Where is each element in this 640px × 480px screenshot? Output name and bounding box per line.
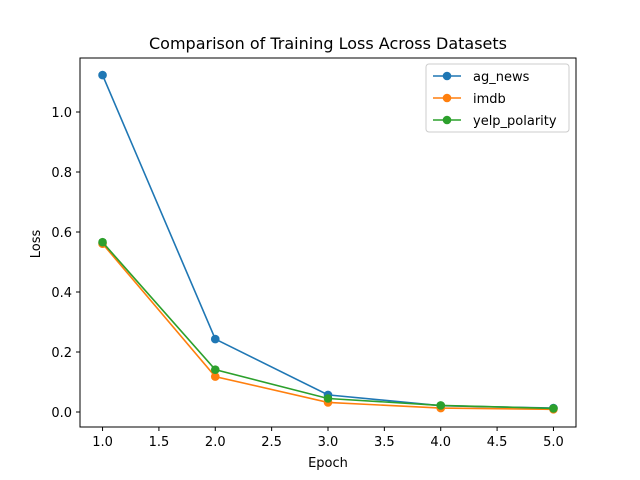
legend-marker-yelp-polarity [442, 115, 452, 125]
data-point-yelp-polarity [549, 404, 558, 413]
data-point-yelp-polarity [98, 237, 107, 247]
x-axis-label: Epoch [308, 456, 348, 471]
data-point-ag-news [98, 70, 107, 80]
y-tick-label: 0.8 [51, 166, 72, 181]
y-tick-label: 0.4 [51, 286, 72, 301]
y-axis-label: Loss [29, 230, 44, 259]
legend-box [425, 63, 570, 133]
y-tick-label: 1.0 [51, 106, 72, 121]
legend-label-ag-news: ag_news [473, 70, 530, 85]
x-tick-label: 3.0 [318, 435, 339, 450]
y-tick-label: 0.0 [51, 406, 72, 421]
y-tick-label: 0.6 [51, 226, 72, 241]
y-tick-label: 0.2 [51, 346, 72, 361]
chart-title: Comparison of Training Loss Across Datas… [149, 34, 507, 53]
x-tick-label: 5.0 [543, 435, 564, 450]
legend-label-yelp-polarity: yelp_polarity [473, 114, 557, 129]
x-tick-label: 1.5 [149, 435, 170, 450]
x-tick-label: 4.5 [487, 435, 508, 450]
data-point-imdb [210, 372, 220, 381]
x-tick-label: 1.0 [92, 435, 113, 450]
legend-marker-imdb [442, 93, 452, 103]
data-point-yelp-polarity [210, 365, 220, 375]
data-point-yelp-polarity [323, 394, 333, 403]
data-point-yelp-polarity [436, 401, 446, 410]
x-tick-label: 3.5 [374, 435, 395, 450]
legend-label-imdb: imdb [473, 92, 506, 107]
data-point-ag-news [210, 334, 220, 344]
x-tick-label: 2.5 [261, 435, 282, 450]
x-tick-label: 4.0 [430, 435, 451, 450]
plot-area: 1.0 1.5 2.0 2.5 3.0 3.5 4.0 4.5 5.0 0.0 0.2 0.4 0.6 0… [51, 57, 577, 450]
x-tick-label: 2.0 [205, 435, 226, 450]
legend-marker-ag-news [442, 71, 452, 81]
